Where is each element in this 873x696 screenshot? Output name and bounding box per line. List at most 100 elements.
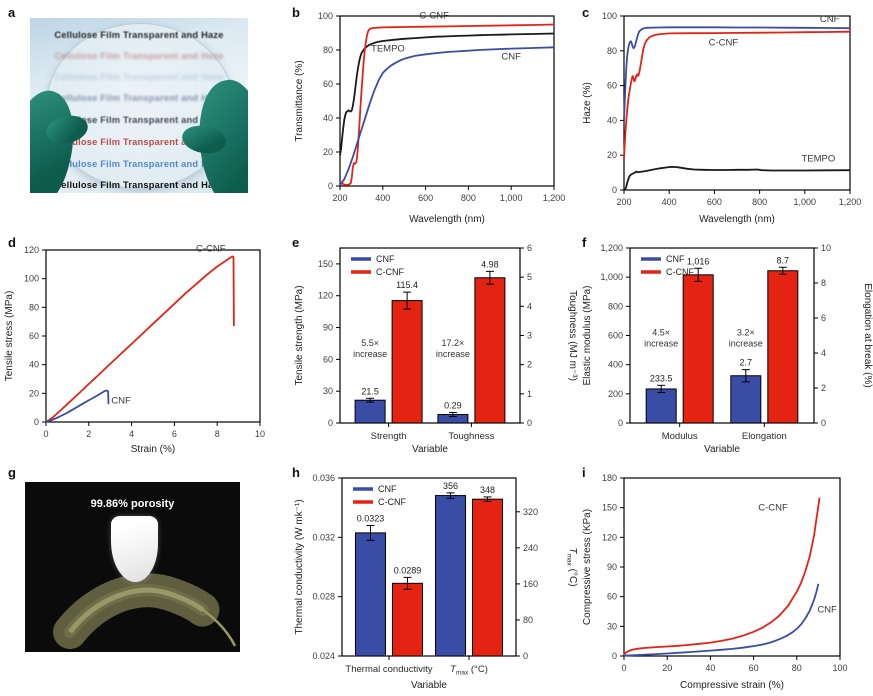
panel-d: d 0 2 4 6 8 10 0 20 40 60 80 100 120 Strain (%) Tensil… bbox=[0, 230, 290, 460]
svg-text:4: 4 bbox=[821, 348, 826, 358]
x-axis-ticks: 0 2 4 6 8 10 bbox=[43, 422, 265, 439]
panel-letter-f: f bbox=[582, 235, 587, 250]
svg-text:1,000: 1,000 bbox=[600, 272, 623, 282]
panel-f: f 0 200 400 600 800 1,000 1,200 0 2 4 6 8 10 Elastic … bbox=[578, 230, 873, 460]
svg-text:0: 0 bbox=[618, 418, 623, 428]
svg-text:0: 0 bbox=[328, 181, 333, 191]
svg-text:60: 60 bbox=[29, 331, 39, 341]
category-label: Thermal conductivity bbox=[345, 664, 432, 675]
svg-text:800: 800 bbox=[752, 197, 767, 207]
svg-text:60: 60 bbox=[607, 592, 617, 602]
svg-text:60: 60 bbox=[323, 354, 333, 364]
film-text-line: Cellulose Film Transparent and Haze bbox=[54, 137, 224, 147]
svg-text:100: 100 bbox=[24, 274, 39, 284]
y-axis-ticks: 0 20 40 60 80 100 120 bbox=[24, 245, 46, 427]
svg-text:80: 80 bbox=[29, 302, 39, 312]
svg-text:120: 120 bbox=[602, 532, 617, 542]
svg-text:2: 2 bbox=[821, 383, 826, 393]
category-label: Strength bbox=[371, 431, 407, 442]
panel-h: h 0.024 0.028 0.032 0.036 0 80 160 240 320 Therma… bbox=[290, 460, 578, 696]
left-axis-label: Tensile strength (MPa) bbox=[294, 285, 305, 385]
aerogel-sample bbox=[111, 516, 158, 582]
bar-value-label: 0.0323 bbox=[357, 513, 385, 523]
bar-value-label: 233.5 bbox=[650, 373, 673, 383]
porosity-caption: 99.86% porosity bbox=[90, 498, 175, 510]
series-TEMPO-label: TEMPO bbox=[371, 44, 405, 55]
svg-text:60: 60 bbox=[323, 79, 333, 89]
film-text-line: Cellulose Film Transparent and Haze bbox=[54, 180, 224, 190]
aerogel-photo: 99.86% porosity bbox=[25, 482, 240, 652]
bar-Thermal conductivity-CNF bbox=[354, 532, 386, 657]
svg-text:40: 40 bbox=[705, 663, 715, 673]
svg-text:2: 2 bbox=[527, 360, 532, 370]
svg-text:4: 4 bbox=[527, 301, 532, 311]
increase-annotation: 4.5× increase bbox=[644, 327, 678, 348]
svg-text:30: 30 bbox=[607, 621, 617, 631]
legend-label-C-CNF: C-CNF bbox=[378, 497, 406, 507]
category-label: Toughness bbox=[448, 431, 494, 442]
svg-text:1,200: 1,200 bbox=[839, 197, 862, 207]
svg-text:800: 800 bbox=[461, 193, 476, 203]
left-axis-ticks: 0 30 60 90 120 150 bbox=[318, 259, 340, 428]
film-text-line: Cellulose Film Transparent and Haze bbox=[54, 159, 224, 169]
svg-text:180: 180 bbox=[602, 473, 617, 483]
svg-text:100: 100 bbox=[318, 11, 333, 21]
right-axis-ticks: 0 2 4 6 8 10 bbox=[814, 243, 831, 428]
svg-text:0: 0 bbox=[612, 651, 617, 661]
svg-text:400: 400 bbox=[662, 197, 677, 207]
chart-i-svg: 0 20 40 60 80 100 0 30 60 90 120 150 180 Compressive … bbox=[582, 473, 848, 691]
svg-text:1,200: 1,200 bbox=[600, 243, 623, 253]
film-text-line: Cellulose Film Transparent and Haze bbox=[54, 51, 224, 61]
bar-Thermal conductivity-C-CNF bbox=[391, 582, 423, 657]
y-axis-ticks: 0 30 60 90 120 150 180 bbox=[602, 473, 624, 661]
svg-text:160: 160 bbox=[523, 579, 538, 589]
svg-text:0: 0 bbox=[821, 418, 826, 428]
x-axis-label: Strain (%) bbox=[131, 444, 175, 455]
svg-text:60: 60 bbox=[749, 663, 759, 673]
svg-text:20: 20 bbox=[323, 147, 333, 157]
film-text-line: Cellulose Film Transparent and Haze bbox=[54, 115, 224, 125]
panel-b: b 200 400 600 800 1,000 1,200 0 20 40 60 80 100 Wave… bbox=[290, 0, 578, 230]
right-axis-label: Tmax (°C) bbox=[566, 547, 579, 586]
x-axis-ticks: 0 20 40 60 80 100 bbox=[621, 656, 848, 673]
panel-g: g 99.86% porosity bbox=[0, 460, 290, 696]
foxtail-grass bbox=[53, 573, 237, 649]
tensile-stress-chart: 0 2 4 6 8 10 0 20 40 60 80 100 120 Strain (%) Tensile … bbox=[0, 230, 290, 460]
left-axis-label: Thermal conductivity (W mk⁻¹) bbox=[294, 499, 305, 634]
svg-text:40: 40 bbox=[29, 360, 39, 370]
panel-a: a Cellulose Film Transparent and Haze Cel… bbox=[0, 0, 290, 230]
svg-text:90: 90 bbox=[323, 323, 333, 333]
bar-value-label: 348 bbox=[480, 485, 495, 495]
category-label: Elongation bbox=[742, 431, 787, 442]
svg-text:80: 80 bbox=[792, 663, 802, 673]
svg-text:5: 5 bbox=[527, 272, 532, 282]
bar-T_max (°C)-CNF bbox=[435, 495, 467, 657]
bar-value-label: 1,016 bbox=[687, 256, 710, 266]
svg-text:200: 200 bbox=[616, 197, 631, 207]
right-axis-label: Toughness (MJ m⁻³) bbox=[567, 290, 578, 381]
bar-value-label: 0.29 bbox=[444, 401, 462, 411]
svg-text:120: 120 bbox=[24, 245, 39, 255]
category-label: Tmax (°C) bbox=[450, 664, 488, 677]
increase-annotation: 5.5× increase bbox=[353, 338, 387, 359]
series-C-CNF-label: C-CNF bbox=[419, 11, 449, 22]
legend-label-C-CNF: C-CNF bbox=[376, 267, 404, 277]
bar-T_max (°C)-C-CNF bbox=[472, 498, 504, 657]
y-axis-ticks: 0 20 40 60 80 100 bbox=[318, 11, 340, 191]
cellulose-film-photo: Cellulose Film Transparent and Haze Cellu… bbox=[30, 18, 248, 193]
svg-text:0.032: 0.032 bbox=[312, 532, 335, 542]
series-C-CNF-line bbox=[45, 255, 235, 423]
svg-text:0.036: 0.036 bbox=[312, 473, 335, 483]
panel-i: i 0 20 40 60 80 100 0 30 60 90 120 150 180 Compressiv… bbox=[578, 460, 873, 696]
svg-text:150: 150 bbox=[602, 503, 617, 513]
svg-text:1,000: 1,000 bbox=[500, 193, 523, 203]
svg-text:6: 6 bbox=[172, 429, 177, 439]
series-TEMPO-label: TEMPO bbox=[801, 153, 835, 164]
series-CNF-label: CNF bbox=[501, 51, 521, 62]
svg-text:6: 6 bbox=[527, 243, 532, 253]
chart-b-svg: 200 400 600 800 1,000 1,200 0 20 40 60 80 100 Wavele… bbox=[294, 11, 565, 225]
panel-letter-d: d bbox=[8, 235, 16, 250]
y-axis-ticks: 0 20 40 60 80 100 bbox=[602, 11, 624, 195]
